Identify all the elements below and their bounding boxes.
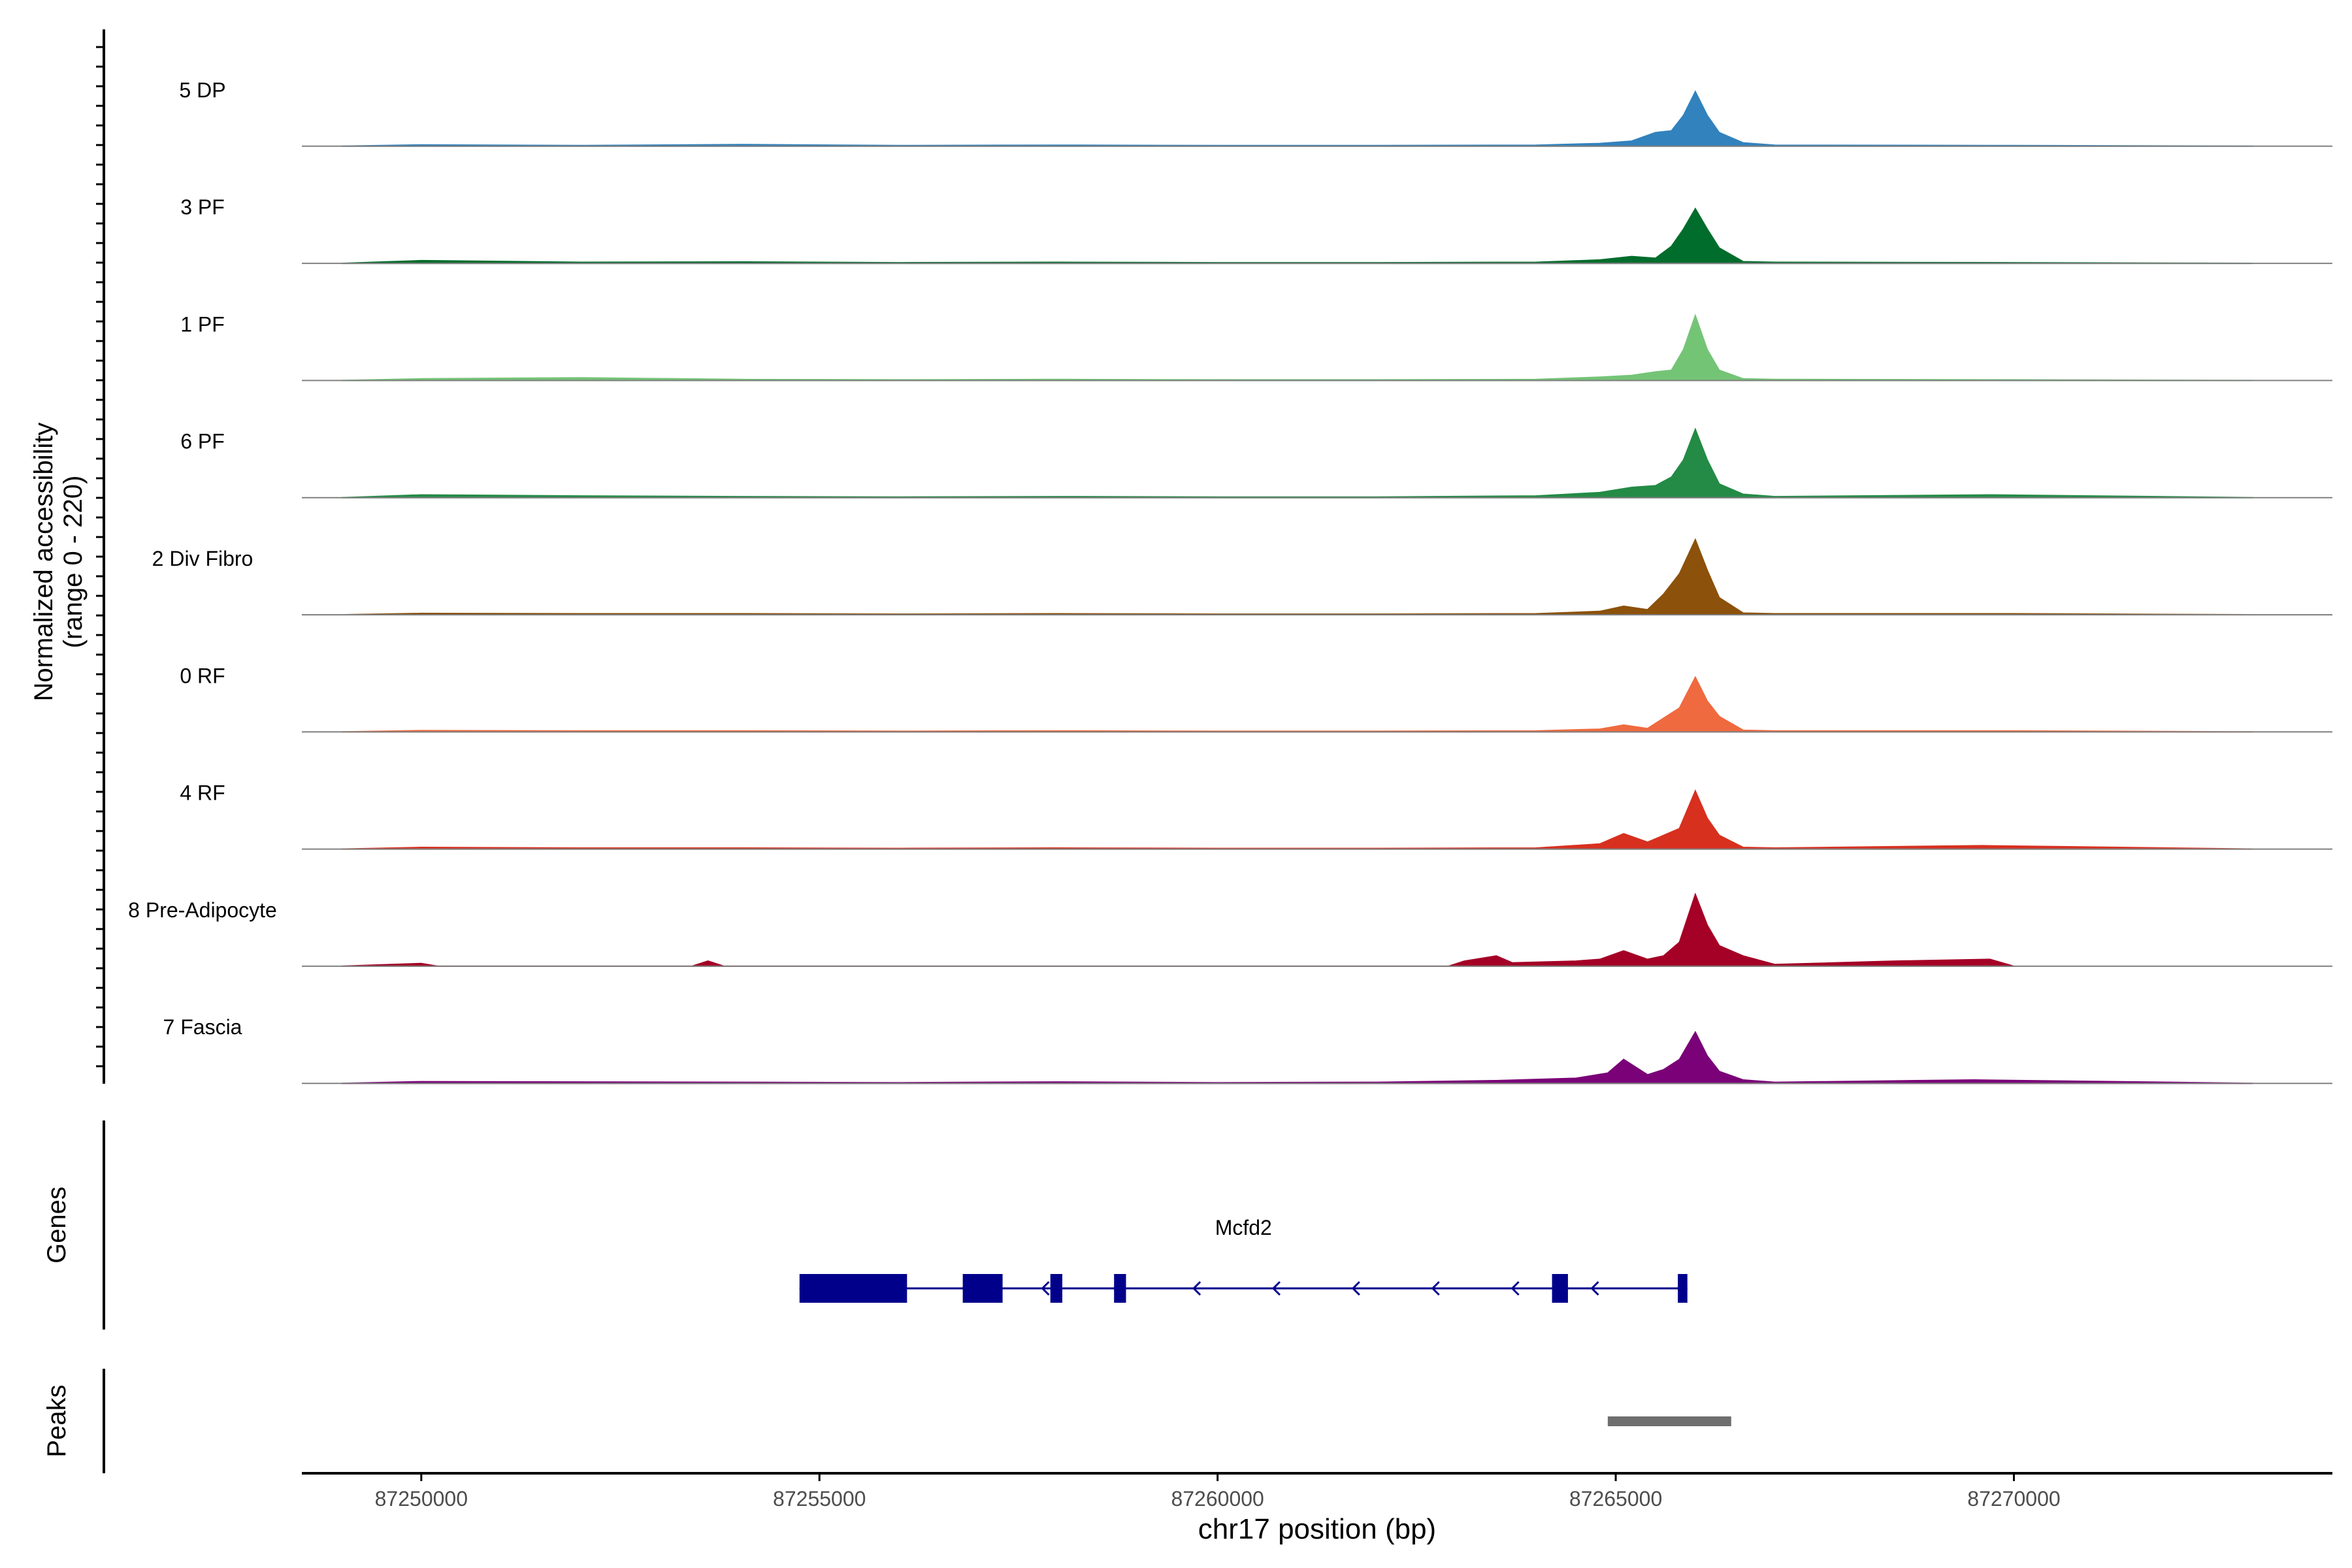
strand-arrow xyxy=(1431,1281,1440,1296)
x-tick-label: 87260000 xyxy=(1171,1487,1264,1511)
coverage-y-axis xyxy=(96,29,105,1084)
track-label: 2 Div Fibro xyxy=(152,547,253,570)
coverage-area xyxy=(341,892,2014,967)
gene-exon xyxy=(1552,1274,1568,1303)
track-label: 5 DP xyxy=(179,78,225,102)
coverage-tracks: 5 DP 3 PF 1 PF 6 PF 2 Div Fibro 0 RF 4 RF 8 Pre… xyxy=(128,78,2332,1085)
strand-arrow xyxy=(1192,1281,1201,1296)
gene-exon xyxy=(1678,1274,1688,1303)
gene-name-label: Mcfd2 xyxy=(1215,1216,1272,1239)
x-axis: 87250000 87255000 87260000 87265000 87270000 xyxy=(302,1472,2332,1511)
x-tick-label: 87270000 xyxy=(1967,1487,2060,1511)
track-3-pf: 3 PF xyxy=(180,195,2332,265)
track-5-dp: 5 DP xyxy=(179,78,2332,147)
strand-arrow xyxy=(1590,1281,1599,1296)
coverage-y-label-line1: Normalized accessibility xyxy=(29,423,58,702)
peak-bar xyxy=(1607,1416,1731,1426)
track-label: 4 RF xyxy=(180,781,225,805)
track-6-pf: 6 PF xyxy=(180,427,2332,498)
x-tick-label: 87265000 xyxy=(1569,1487,1662,1511)
track-label: 0 RF xyxy=(180,664,225,687)
coverage-area xyxy=(341,90,2253,147)
track-1-pf: 1 PF xyxy=(180,312,2332,382)
coverage-y-label-line2: (range 0 - 220) xyxy=(59,476,88,649)
coverage-area xyxy=(341,314,2253,382)
gene-exon xyxy=(1114,1274,1126,1303)
strand-arrow xyxy=(961,1281,970,1296)
x-tick-label: 87255000 xyxy=(773,1487,866,1511)
x-tick-label: 87250000 xyxy=(375,1487,468,1511)
track-label: 1 PF xyxy=(180,312,225,336)
coverage-area xyxy=(341,538,2253,615)
track-7-fascia: 7 Fascia xyxy=(163,1015,2332,1085)
track-label: 3 PF xyxy=(180,195,225,219)
gene-model xyxy=(799,1274,1688,1303)
coverage-area xyxy=(341,207,2253,265)
strand-arrow xyxy=(1041,1281,1050,1296)
strand-arrow xyxy=(1676,1281,1686,1296)
strand-arrow xyxy=(1113,1281,1122,1296)
strand-arrow xyxy=(1511,1281,1520,1296)
gene-exon xyxy=(1050,1274,1062,1303)
track-8-pre-adipocyte: 8 Pre-Adipocyte xyxy=(128,892,2332,967)
strand-arrow xyxy=(1271,1281,1281,1296)
gene-exon xyxy=(799,1274,907,1303)
track-label: 6 PF xyxy=(180,430,225,453)
coverage-area xyxy=(341,1030,2253,1085)
x-axis-label: chr17 position (bp) xyxy=(1198,1513,1436,1545)
track-2-div-fibro: 2 Div Fibro xyxy=(152,538,2332,615)
track-label: 8 Pre-Adipocyte xyxy=(128,898,277,922)
track-4-rf: 4 RF xyxy=(180,781,2332,850)
track-label: 7 Fascia xyxy=(163,1015,242,1039)
track-0-rf: 0 RF xyxy=(180,664,2332,733)
gene-exon xyxy=(962,1274,1003,1303)
coverage-area xyxy=(341,789,2253,850)
peak-intervals xyxy=(1607,1416,1731,1426)
peaks-y-label: Peaks xyxy=(42,1384,71,1457)
genes-y-label: Genes xyxy=(42,1186,71,1264)
coverage-area xyxy=(341,427,2253,498)
strand-arrow xyxy=(1351,1281,1360,1296)
coverage-area xyxy=(341,676,2253,733)
